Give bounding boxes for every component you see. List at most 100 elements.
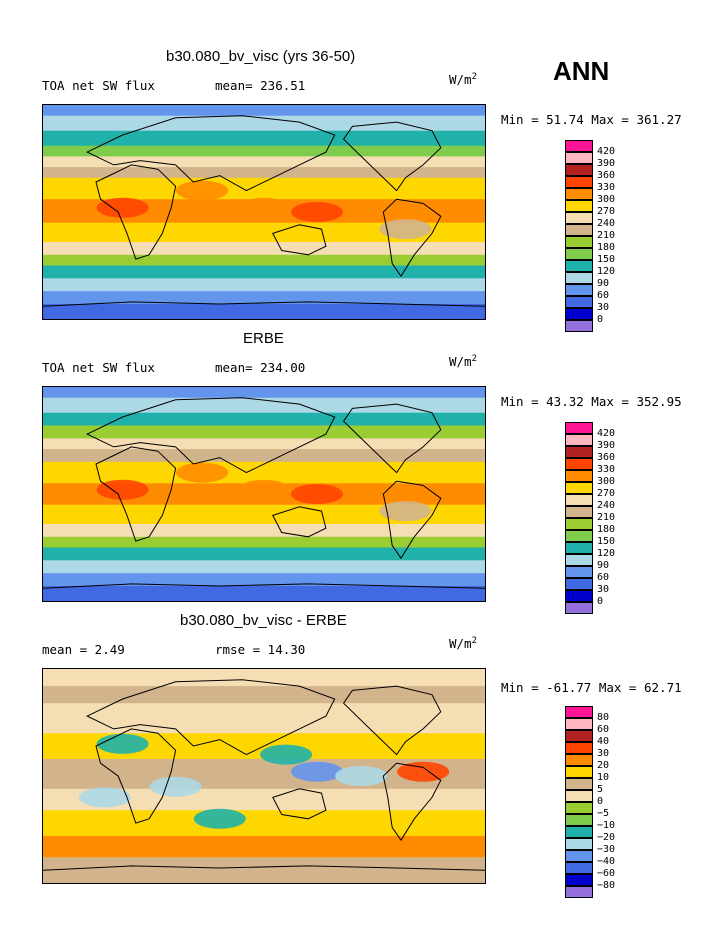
colorbar-tick-label: 210 xyxy=(597,230,616,241)
panel3-map-svg xyxy=(43,669,485,883)
map-band xyxy=(43,265,485,279)
map-blob xyxy=(379,219,432,240)
colorbar-swatch xyxy=(565,164,593,176)
colorbar-swatch xyxy=(565,790,593,802)
colorbar-tick-label: 0 xyxy=(597,796,604,807)
colorbar-swatch xyxy=(565,458,593,470)
colorbar-swatch xyxy=(565,530,593,542)
colorbar-tick-label: 120 xyxy=(597,266,616,277)
map-band xyxy=(43,547,485,561)
colorbar-tick-label: 420 xyxy=(597,428,616,439)
map-blob xyxy=(260,744,313,765)
coastline xyxy=(382,762,442,842)
season-label: ANN xyxy=(553,56,610,86)
map-band xyxy=(43,115,485,132)
map-band xyxy=(43,222,485,243)
colorbar-tick-label: 270 xyxy=(597,206,616,217)
map-band xyxy=(43,835,485,858)
colorbar-swatch xyxy=(565,826,593,838)
coastline xyxy=(382,198,442,278)
colorbar-tick-label: 150 xyxy=(597,536,616,547)
colorbar-swatch xyxy=(565,152,593,164)
map-blob xyxy=(78,787,131,808)
colorbar-swatch xyxy=(565,296,593,308)
colorbar-swatch xyxy=(565,766,593,778)
colorbar-tick-label: −60 xyxy=(597,868,616,879)
panel1-map-svg xyxy=(43,105,485,319)
colorbar-swatch xyxy=(565,542,593,554)
map-band xyxy=(43,177,485,200)
map-blob xyxy=(291,761,343,782)
panel1-minmax: Min = 51.74 Max = 361.27 xyxy=(501,112,682,127)
colorbar-tick-label: 360 xyxy=(597,452,616,463)
colorbar-tick-label: 330 xyxy=(597,464,616,475)
map-band xyxy=(43,461,485,484)
map-blob xyxy=(291,202,343,222)
panel3-minmax: Min = -61.77 Max = 62.71 xyxy=(501,680,682,695)
map-band xyxy=(43,449,485,463)
colorbar-swatch xyxy=(565,814,593,826)
map-blob xyxy=(96,733,149,754)
colorbar-swatch xyxy=(565,284,593,296)
colorbar-swatch xyxy=(565,778,593,790)
coastline xyxy=(43,301,485,307)
colorbar-tick-label: 90 xyxy=(597,560,610,571)
map-blob xyxy=(238,197,290,218)
colorbar-tick-label: −30 xyxy=(597,844,616,855)
colorbar-swatch xyxy=(565,850,593,862)
colorbar-swatch xyxy=(565,862,593,874)
colorbar-swatch xyxy=(565,874,593,886)
colorbar-tick-label: 0 xyxy=(597,596,604,607)
colorbar-swatch xyxy=(565,176,593,188)
map-band xyxy=(43,145,485,157)
coastline xyxy=(342,685,442,756)
colorbar-swatch xyxy=(565,272,593,284)
panel1-left-label: TOA net SW flux xyxy=(42,78,155,93)
map-band xyxy=(43,412,485,426)
colorbar-swatch xyxy=(565,706,593,718)
colorbar-tick-label: 390 xyxy=(597,440,616,451)
map-band xyxy=(43,242,485,256)
map-band xyxy=(43,857,485,883)
map-blob xyxy=(176,180,229,201)
colorbar-tick-label: 120 xyxy=(597,548,616,559)
map-band xyxy=(43,167,485,179)
colorbar-tick-label: 80 xyxy=(597,712,610,723)
map-band xyxy=(43,686,485,704)
colorbar-tick-label: 210 xyxy=(597,512,616,523)
map-blob xyxy=(291,484,343,504)
map-band xyxy=(43,425,485,439)
panel2-map-svg xyxy=(43,387,485,601)
map-band xyxy=(43,304,485,319)
map-band xyxy=(43,130,485,147)
colorbar-tick-label: 360 xyxy=(597,170,616,181)
colorbar-swatch xyxy=(565,754,593,766)
panel1-title: b30.080_bv_visc (yrs 36-50) xyxy=(166,48,356,65)
colorbar-swatch xyxy=(565,886,593,898)
colorbar-tick-label: −5 xyxy=(597,808,610,819)
colorbar-swatch xyxy=(565,742,593,754)
colorbar-tick-label: 240 xyxy=(597,500,616,511)
coastline xyxy=(342,403,442,474)
map-band xyxy=(43,524,485,538)
colorbar-swatch xyxy=(565,140,593,152)
colorbar-swatch xyxy=(565,602,593,614)
map-band xyxy=(43,291,485,305)
panel1-units: W/m2 xyxy=(449,72,477,88)
coastline xyxy=(95,728,177,824)
colorbar-tick-label: 180 xyxy=(597,242,616,253)
coastline xyxy=(43,865,485,871)
colorbar-tick-label: 30 xyxy=(597,748,610,759)
colorbar-swatch xyxy=(565,212,593,224)
panel1-colorbar xyxy=(565,140,593,332)
colorbar-swatch xyxy=(565,308,593,320)
colorbar-swatch xyxy=(565,506,593,518)
map-blob xyxy=(193,808,246,829)
panel2-mean-label: mean= 234.00 xyxy=(215,360,306,375)
colorbar-swatch xyxy=(565,260,593,272)
colorbar-tick-label: 60 xyxy=(597,290,610,301)
colorbar-swatch xyxy=(565,494,593,506)
panel1-mean-label: mean= 236.51 xyxy=(215,78,306,93)
panel2-colorbar xyxy=(565,422,593,614)
colorbar-swatch xyxy=(565,566,593,578)
